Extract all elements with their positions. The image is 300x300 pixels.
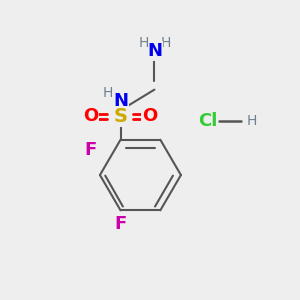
Text: N: N bbox=[147, 42, 162, 60]
Text: O: O bbox=[142, 107, 158, 125]
Text: H: H bbox=[103, 86, 113, 100]
Text: N: N bbox=[113, 92, 128, 110]
Text: H: H bbox=[138, 35, 149, 50]
Text: S: S bbox=[114, 107, 128, 126]
Text: O: O bbox=[83, 107, 98, 125]
Text: F: F bbox=[114, 215, 127, 233]
Text: Cl: Cl bbox=[198, 112, 217, 130]
Text: H: H bbox=[246, 114, 257, 128]
Text: H: H bbox=[161, 35, 171, 50]
Text: F: F bbox=[84, 141, 97, 159]
